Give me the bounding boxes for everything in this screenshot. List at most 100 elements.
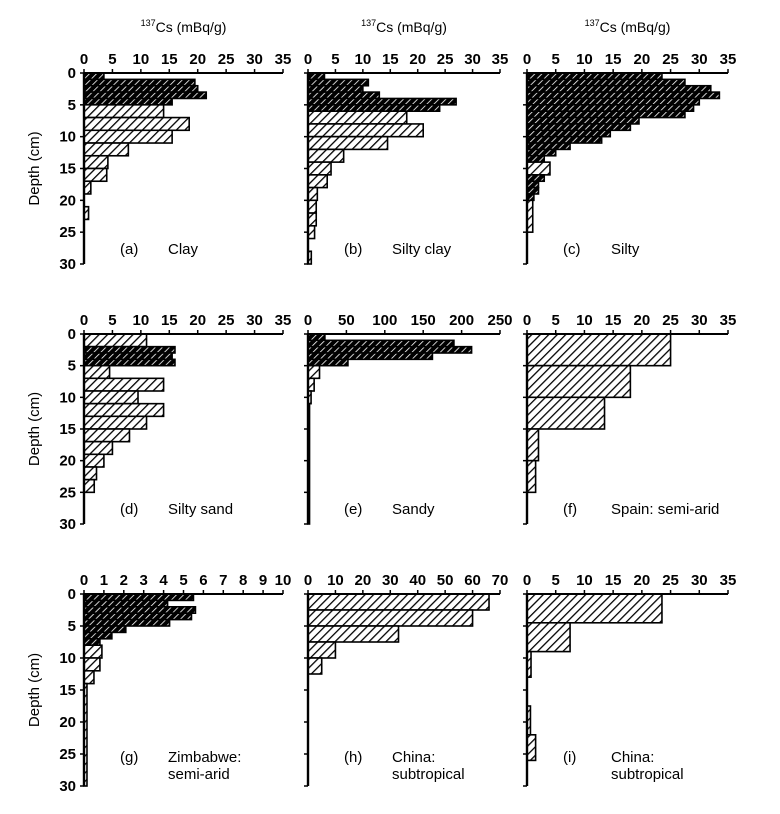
x-tick-label: 0 — [523, 572, 531, 589]
bar — [83, 644, 103, 659]
y-axis-title: Depth (cm) — [26, 392, 43, 466]
x-tick-label: 70 — [492, 572, 509, 589]
bar — [307, 161, 332, 176]
x-tick-label: 30 — [464, 51, 481, 68]
x-tick-label: 5 — [552, 312, 560, 329]
y-tick-label: 25 — [59, 484, 76, 501]
x-tick-label: 0 — [304, 51, 312, 68]
bar — [526, 364, 632, 399]
bar — [83, 142, 130, 157]
x-tick-label: 40 — [409, 572, 426, 589]
x-tick-label: 25 — [218, 312, 235, 329]
x-tick-label: 20 — [634, 51, 651, 68]
x-tick-label: 2 — [120, 572, 128, 589]
x-tick-label: 35 — [275, 312, 292, 329]
panel-title: China: — [611, 749, 654, 766]
bar — [307, 657, 323, 675]
panel-letter: (h) — [344, 749, 362, 766]
x-tick-label: 15 — [161, 312, 178, 329]
panel-title: Silty clay — [392, 241, 452, 258]
y-tick-label: 30 — [59, 778, 76, 795]
bar — [526, 621, 571, 653]
bar — [83, 402, 165, 418]
x-tick-label: 25 — [437, 51, 454, 68]
x-tick-label: 0 — [523, 51, 531, 68]
y-tick-label: 10 — [59, 129, 76, 146]
x-tick-label: 3 — [140, 572, 148, 589]
x-tick-label: 20 — [355, 572, 372, 589]
panel-title-line2: subtropical — [392, 766, 465, 783]
x-tick-label: 100 — [372, 312, 397, 329]
x-tick-label: 0 — [523, 312, 531, 329]
panel-letter: (i) — [563, 749, 576, 766]
bar — [526, 97, 701, 106]
bar — [83, 358, 176, 367]
bar — [83, 167, 108, 183]
bar — [83, 625, 127, 634]
x-axis-title: 137Cs (mBq/g) — [585, 18, 671, 35]
bar — [83, 97, 173, 106]
bar — [526, 180, 540, 189]
bar — [307, 104, 441, 113]
y-tick-label: 0 — [68, 586, 76, 603]
x-tick-label: 10 — [133, 312, 150, 329]
x-tick-label: 0 — [80, 572, 88, 589]
x-tick-label: 15 — [605, 312, 622, 329]
bar — [307, 91, 381, 100]
bar — [307, 78, 370, 87]
y-tick-label: 10 — [59, 650, 76, 667]
y-tick-label: 25 — [59, 224, 76, 241]
bar — [307, 339, 455, 348]
panel-letter: (a) — [120, 241, 138, 258]
y-tick-label: 5 — [68, 358, 76, 375]
bar — [526, 459, 537, 494]
y-tick-label: 15 — [59, 161, 76, 178]
bar — [307, 110, 408, 125]
x-tick-label: 15 — [161, 51, 178, 68]
bar — [526, 148, 557, 157]
x-tick-label: 20 — [634, 572, 651, 589]
bar — [526, 161, 551, 176]
x-tick-label: 10 — [327, 572, 344, 589]
x-tick-label: 35 — [275, 51, 292, 68]
y-tick-label: 30 — [59, 516, 76, 533]
y-tick-label: 0 — [68, 326, 76, 343]
x-tick-label: 10 — [275, 572, 292, 589]
y-tick-label: 0 — [68, 65, 76, 82]
y-tick-label: 30 — [59, 256, 76, 273]
bar — [83, 377, 165, 392]
x-tick-label: 35 — [720, 312, 737, 329]
panel-c: 0 5 10 15 20 25 30 35 137Cs (mBq/g) (c) Silty — [523, 18, 736, 265]
panel-title: Clay — [168, 241, 199, 258]
y-axis-title: Depth (cm) — [26, 131, 43, 205]
bar — [307, 593, 490, 611]
x-tick-label: 30 — [246, 51, 263, 68]
panel-title-line2: semi-arid — [168, 766, 230, 783]
bar — [526, 593, 663, 624]
panel-title: Silty — [611, 241, 640, 258]
x-tick-label: 25 — [662, 51, 679, 68]
bar — [83, 104, 165, 119]
bar — [526, 104, 695, 113]
x-tick-label: 10 — [576, 572, 593, 589]
bar — [526, 733, 537, 762]
panel-letter: (f) — [563, 501, 577, 518]
isotope-superscript: 137 — [141, 18, 156, 28]
x-tick-label: 25 — [662, 572, 679, 589]
x-tick-label: 30 — [382, 572, 399, 589]
bar — [83, 116, 190, 132]
bar — [307, 148, 345, 163]
x-tick-label: 10 — [576, 51, 593, 68]
panel-title-line2: subtropical — [611, 766, 684, 783]
x-tick-label: 9 — [259, 572, 267, 589]
bar — [307, 364, 321, 380]
bar — [526, 428, 540, 462]
bar — [307, 97, 457, 106]
bar — [526, 154, 546, 163]
bar — [526, 84, 712, 93]
x-tick-label: 8 — [239, 572, 247, 589]
bar — [83, 333, 148, 348]
x-tick-label: 7 — [219, 572, 227, 589]
bar — [307, 609, 474, 627]
bar — [83, 91, 208, 100]
